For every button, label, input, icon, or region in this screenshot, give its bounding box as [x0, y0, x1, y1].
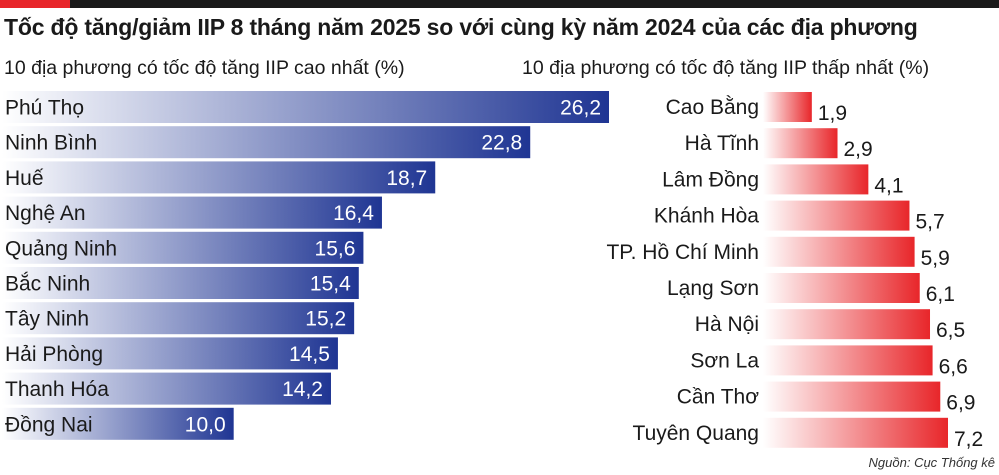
low-value-label: 6,6 — [939, 355, 968, 378]
high-bar — [2, 196, 382, 229]
left-chart-subtitle: 10 địa phương có tốc độ tăng IIP cao nhấ… — [4, 57, 405, 79]
high-category-label: Hải Phòng — [5, 343, 103, 366]
low-category-label: Lạng Sơn — [667, 277, 759, 300]
high-bar — [2, 267, 359, 299]
high-category-label: Quảng Ninh — [5, 237, 117, 260]
high-bar — [2, 302, 355, 335]
high-category-label: Bắc Ninh — [5, 273, 90, 296]
low-bar — [763, 381, 941, 412]
high-value-label: 26,2 — [560, 97, 601, 120]
low-bar — [763, 345, 933, 376]
high-bar — [2, 161, 436, 194]
high-category-label: Ninh Bình — [5, 132, 97, 155]
low-bar — [763, 164, 869, 195]
high-value-label: 14,2 — [282, 378, 323, 401]
low-value-label: 4,1 — [874, 174, 903, 197]
low-value-label: 6,1 — [926, 283, 955, 306]
source-note: Nguồn: Cục Thống kê — [868, 455, 995, 470]
low-value-label: 1,9 — [818, 102, 847, 125]
low-value-label: 5,7 — [915, 211, 944, 234]
low-value-label: 6,9 — [946, 392, 975, 415]
low-category-label: TP. Hồ Chí Minh — [606, 241, 759, 264]
high-value-label: 15,6 — [315, 237, 356, 260]
high-value-label: 10,0 — [185, 413, 226, 436]
low-category-label: Lâm Đồng — [662, 168, 759, 191]
low-category-label: Sơn La — [690, 349, 759, 372]
high-value-label: 18,7 — [386, 167, 427, 190]
low-category-label: Khánh Hòa — [654, 205, 759, 228]
low-bar — [763, 236, 915, 267]
high-bar — [2, 126, 531, 159]
high-category-label: Huế — [5, 167, 44, 190]
high-bar — [2, 91, 609, 123]
high-value-label: 22,8 — [481, 132, 522, 155]
low-value-label: 7,2 — [954, 428, 983, 451]
left-bar-chart: Phú Thọ 26,2 Ninh Bình 22,8 Huế 18,7 Nghệ An 16… — [2, 91, 609, 440]
low-category-label: Cao Bằng — [666, 96, 759, 119]
low-category-label: Hà Tĩnh — [685, 132, 759, 155]
low-value-label: 2,9 — [844, 138, 873, 161]
low-bar — [763, 273, 920, 303]
high-category-label: Đồng Nai — [5, 413, 93, 436]
low-category-label: Cần Thơ — [677, 386, 759, 409]
low-value-label: 5,9 — [921, 247, 950, 270]
right-chart-subtitle: 10 địa phương có tốc độ tăng IIP thấp nh… — [522, 57, 930, 79]
high-bar — [2, 337, 338, 370]
low-bar — [763, 417, 948, 448]
low-category-label: Hà Nội — [695, 313, 759, 336]
low-bar — [763, 92, 812, 122]
low-category-label: Tuyên Quang — [633, 422, 759, 445]
high-bar — [2, 407, 234, 440]
high-bar — [2, 372, 331, 405]
high-value-label: 15,4 — [310, 273, 351, 296]
high-value-label: 15,2 — [305, 308, 346, 331]
low-bar — [763, 200, 910, 231]
low-value-label: 6,5 — [936, 319, 965, 342]
right-bar-chart: Cao Bằng 1,9 Hà Tĩnh 2,9 Lâm Đồng 4,1 Khánh Hò… — [606, 92, 983, 451]
low-bar — [763, 128, 838, 159]
high-category-label: Phú Thọ — [5, 97, 84, 120]
high-value-label: 14,5 — [289, 343, 330, 366]
low-bar — [763, 309, 931, 340]
chart-title: Tốc độ tăng/giảm IIP 8 tháng năm 2025 so… — [4, 14, 918, 40]
high-value-label: 16,4 — [333, 202, 374, 225]
high-category-label: Thanh Hóa — [5, 378, 109, 401]
high-bar — [2, 231, 364, 264]
high-category-label: Tây Ninh — [5, 308, 89, 331]
top-rule-accent — [0, 0, 70, 8]
high-category-label: Nghệ An — [5, 202, 86, 225]
top-rule — [0, 0, 999, 8]
